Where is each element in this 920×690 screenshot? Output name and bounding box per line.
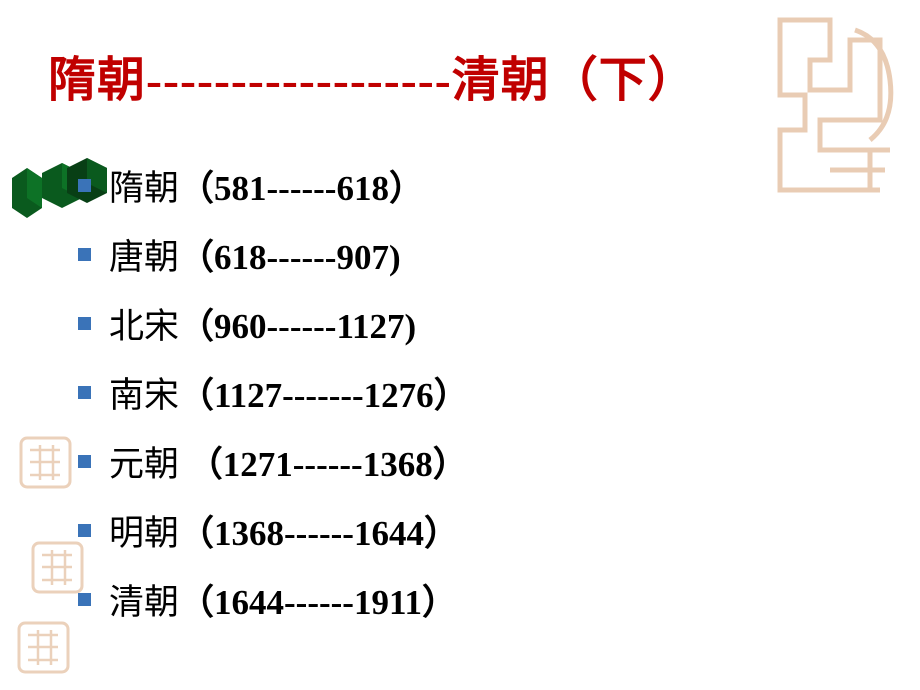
list-item: 唐朝（618------907) xyxy=(78,229,469,280)
seal-decoration-left-2 xyxy=(30,540,85,595)
bullet-icon xyxy=(78,593,91,606)
dynasty-list: 隋朝（581------618） 唐朝（618------907) 北宋（960… xyxy=(78,160,469,643)
list-item: 隋朝（581------618） xyxy=(78,160,469,211)
list-item: 南宋（1127-------1276） xyxy=(78,367,469,418)
item-text: 清朝（1644------1911） xyxy=(109,574,457,625)
item-text: 元朝 （1271------1368） xyxy=(109,436,468,487)
bullet-icon xyxy=(78,386,91,399)
bullet-icon xyxy=(78,179,91,192)
slide-title: 隋朝------------------清朝（下） xyxy=(48,40,697,110)
list-item: 北宋（960------1127) xyxy=(78,298,469,349)
bullet-icon xyxy=(78,317,91,330)
item-text: 明朝（1368------1644） xyxy=(109,505,459,556)
bullet-icon xyxy=(78,248,91,261)
list-item: 明朝（1368------1644） xyxy=(78,505,469,556)
seal-decoration-left-3 xyxy=(16,620,71,675)
item-text: 南宋（1127-------1276） xyxy=(109,367,469,418)
item-text: 北宋（960------1127) xyxy=(109,298,416,349)
bullet-icon xyxy=(78,524,91,537)
seal-decoration-top-right xyxy=(760,0,920,210)
bullet-icon xyxy=(78,455,91,468)
item-text: 隋朝（581------618） xyxy=(109,160,424,211)
list-item: 清朝（1644------1911） xyxy=(78,574,469,625)
seal-decoration-left-1 xyxy=(18,435,73,490)
list-item: 元朝 （1271------1368） xyxy=(78,436,469,487)
item-text: 唐朝（618------907) xyxy=(109,229,401,280)
